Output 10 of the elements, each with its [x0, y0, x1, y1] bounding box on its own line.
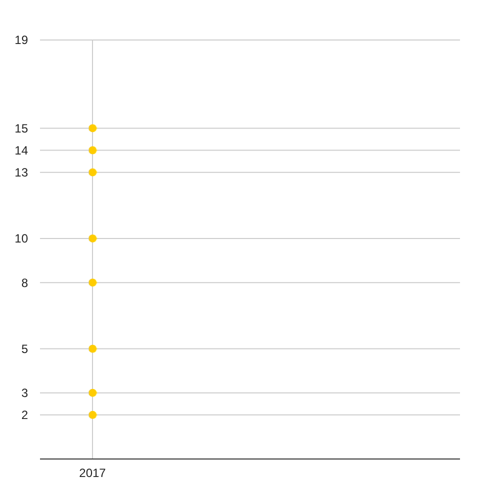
y-tick-label: 13 — [14, 166, 28, 180]
y-tick-label: 8 — [21, 276, 28, 290]
y-tick-label: 15 — [14, 121, 28, 136]
y-tick-label: 19 — [14, 33, 28, 48]
y-tick-label: 3 — [21, 386, 28, 400]
y-tick-label: 5 — [21, 342, 28, 356]
x-tick-label: 2017 — [79, 466, 106, 480]
y-tick-label: 10 — [14, 232, 28, 246]
y-tick-label: 2 — [21, 408, 28, 422]
y-tick-label: 14 — [14, 143, 28, 158]
